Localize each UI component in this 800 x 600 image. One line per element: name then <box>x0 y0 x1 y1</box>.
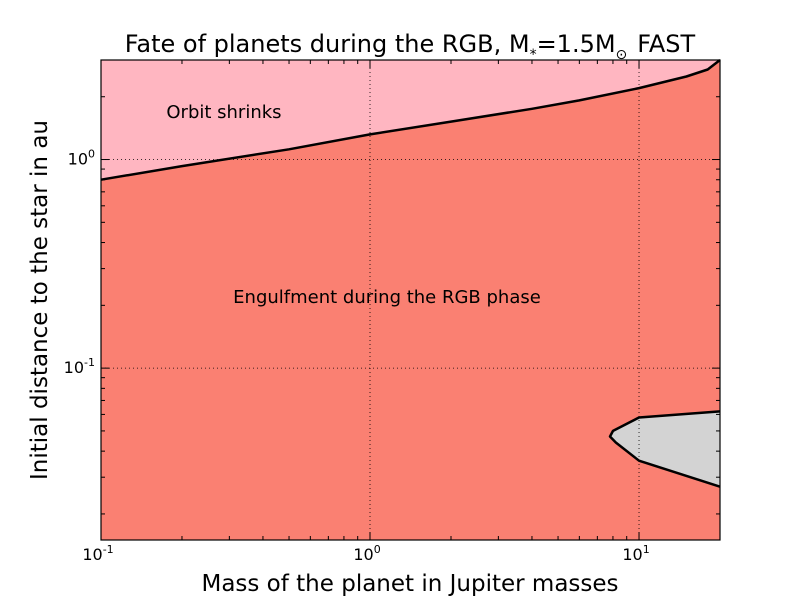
x-tick-label: 100 <box>353 543 380 564</box>
plot-frame <box>100 59 721 541</box>
chart-title-prefix: Fate of planets during the RGB, M <box>125 30 530 58</box>
orbit-shrinks-region <box>101 60 720 180</box>
x-tick-label: 101 <box>622 543 649 564</box>
chart-title: Fate of planets during the RGB, M*=1.5M⊙… <box>125 30 696 63</box>
axis-ticks: 10-1 100 101 10-1 100 <box>64 60 720 564</box>
chart-title-mass: =1.5M <box>537 30 616 58</box>
x-tick-label: 10-1 <box>82 543 113 564</box>
chart-title-sun-subscript: ⊙ <box>616 47 628 63</box>
region-label-orbit-shrinks: Orbit shrinks <box>166 102 281 123</box>
region-label-engulfment: Engulfment during the RGB phase <box>233 287 541 308</box>
grey-region <box>610 411 720 487</box>
y-tick-label: 100 <box>68 148 95 169</box>
x-axis-label: Mass of the planet in Jupiter masses <box>201 571 618 597</box>
grey-region-boundary-line <box>608 410 721 488</box>
chart-title-star-subscript: * <box>530 47 537 63</box>
plot-regions <box>101 60 720 540</box>
upper-boundary-line <box>100 59 721 181</box>
y-tick-label: 10-1 <box>64 356 95 377</box>
chart-title-suffix: FAST <box>637 30 695 58</box>
y-axis-label: Initial distance to the star in au <box>27 120 53 480</box>
